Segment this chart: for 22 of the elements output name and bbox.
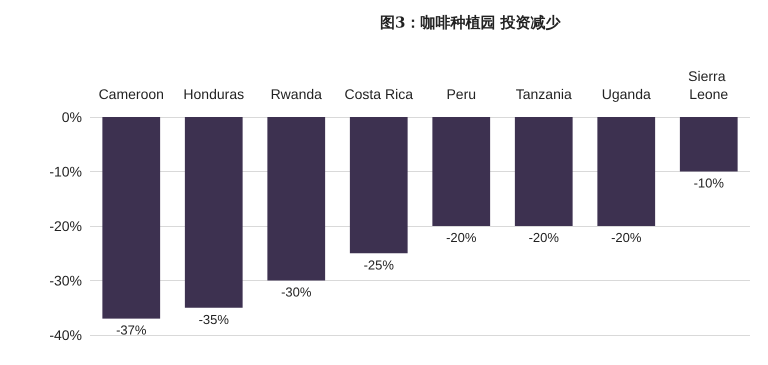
y-tick-label: -20% xyxy=(49,218,82,234)
x-tick-label: Sierra Leone xyxy=(688,68,730,102)
x-tick-label: Cameroon xyxy=(98,86,164,102)
data-label: -10% xyxy=(694,176,724,190)
x-tick-label: Peru xyxy=(446,86,476,102)
x-tick-label: Rwanda xyxy=(270,86,322,102)
x-tick-label: Uganda xyxy=(602,86,651,102)
y-tick-label: -30% xyxy=(49,272,82,288)
x-tick-label: Tanzania xyxy=(516,86,572,102)
y-tick-label: -40% xyxy=(49,327,82,343)
data-label: -37% xyxy=(116,322,147,338)
data-label: -30% xyxy=(281,284,312,300)
data-label: -35% xyxy=(198,312,230,327)
y-tick-label: -10% xyxy=(49,164,82,180)
x-tick-label: Honduras xyxy=(183,86,244,102)
x-tick-label: Costa Rica xyxy=(344,86,414,102)
chart-title: 图3：咖啡种植园 投资减少 xyxy=(380,14,562,32)
data-label: -20% xyxy=(446,230,477,245)
data-label: -20% xyxy=(528,230,560,245)
data-label: -25% xyxy=(364,257,394,272)
data-label: -20% xyxy=(611,230,642,245)
y-tick-label: 0% xyxy=(62,109,82,125)
